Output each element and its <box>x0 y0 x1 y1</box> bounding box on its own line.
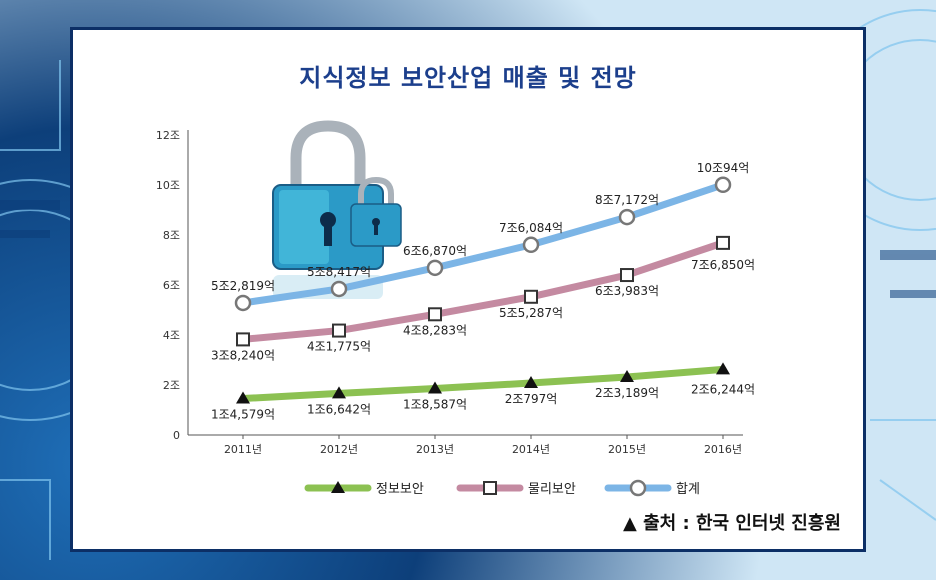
legend-item: 합계 <box>604 479 700 497</box>
y-tick-label: 12조 <box>156 129 180 142</box>
large-padlock-icon <box>272 120 384 299</box>
x-tick-label: 2013년 <box>416 443 454 456</box>
series-물리보안: 3조8,240억 4조1,775억 4조8,283억 5조5,287억 6조3,983억… <box>211 235 755 362</box>
series-합계: 5조2,819억 5조8,417억 6조6,870억 7조6,084억 8조7,172억… <box>211 161 750 312</box>
series-point-square <box>524 289 538 304</box>
x-axis-ticks: 2011년 2012년 2013년 2014년 2015년 2016년 <box>224 435 742 456</box>
data-label: 4조1,775억 <box>307 340 371 354</box>
data-label: 7조6,850억 <box>691 258 755 272</box>
y-tick-label: 4조 <box>163 329 180 342</box>
data-label: 6조6,870억 <box>403 244 467 258</box>
series-point-circle <box>426 259 444 277</box>
series-point-circle <box>234 294 252 312</box>
data-label: 3조8,240억 <box>211 348 275 362</box>
data-label: 8조7,172억 <box>595 193 659 207</box>
data-label: 2조797억 <box>505 392 558 406</box>
series-point-triangle <box>236 391 250 404</box>
data-label: 7조6,084억 <box>499 221 563 235</box>
small-padlock-icon <box>350 176 402 247</box>
series-layer: 1조4,579억 1조6,642억 1조8,587억 2조797억 2조3,189억 2조… <box>211 161 755 422</box>
series-point-circle <box>330 280 348 298</box>
series-line <box>239 239 727 343</box>
series-point-square <box>236 332 250 347</box>
series-point-triangle <box>716 362 730 375</box>
series-point-square <box>483 481 497 495</box>
series-point-triangle <box>332 386 346 399</box>
x-tick-label: 2014년 <box>512 443 550 456</box>
y-tick-label: 0 <box>173 429 180 442</box>
series-point-square <box>716 235 730 250</box>
axes <box>187 130 743 436</box>
data-label: 6조3,983억 <box>595 284 659 298</box>
y-tick-label: 6조 <box>163 279 180 292</box>
series-point-circle <box>714 176 732 194</box>
series-point-triangle <box>331 481 345 493</box>
series-정보보안: 1조4,579억 1조6,642억 1조8,587억 2조797억 2조3,189억 2조… <box>211 362 755 422</box>
data-label: 5조2,819억 <box>211 279 275 293</box>
series-point-triangle <box>620 370 634 383</box>
y-tick-label: 2조 <box>163 379 180 392</box>
legend: 정보보안 물리보안 합계 <box>304 479 700 497</box>
data-label: 2조3,189억 <box>595 386 659 400</box>
x-tick-label: 2011년 <box>224 443 262 456</box>
y-tick-label: 10조 <box>156 179 180 192</box>
legend-item: 정보보안 <box>304 481 424 497</box>
series-point-circle <box>629 479 647 497</box>
data-label: 10조94억 <box>697 161 750 175</box>
source-note: ▲ 출처 : 한국 인터넷 진흥원 <box>623 513 841 534</box>
series-point-circle <box>618 208 636 226</box>
series-line <box>239 181 727 307</box>
legend-label: 정보보안 <box>376 482 424 497</box>
legend-label: 합계 <box>676 482 700 497</box>
legend-item: 물리보안 <box>456 481 576 497</box>
y-axis-ticks: 0 2조 4조 6조 8조 10조 12조 <box>156 129 180 442</box>
series-point-circle <box>522 236 540 254</box>
series-point-triangle <box>524 376 538 389</box>
series-line <box>239 365 727 403</box>
chart-panel: 지식정보 보안산업 매출 및 전망 0 2조 4조 6조 8조 10조 12조 2011년 2… <box>70 27 866 552</box>
series-point-square <box>332 323 346 338</box>
series-point-triangle <box>428 381 442 394</box>
legend-label: 물리보안 <box>528 482 576 497</box>
line-chart: 0 2조 4조 6조 8조 10조 12조 2011년 2012년 2013년 2014년 2015… <box>156 120 755 497</box>
series-point-square <box>428 307 442 322</box>
data-label: 5조5,287억 <box>499 306 563 320</box>
y-tick-label: 8조 <box>163 229 180 242</box>
data-label: 1조8,587억 <box>403 398 467 412</box>
data-label: 4조8,283억 <box>403 323 467 337</box>
x-tick-label: 2012년 <box>320 443 358 456</box>
x-tick-label: 2015년 <box>608 443 646 456</box>
data-label: 2조6,244억 <box>691 382 755 396</box>
data-label: 5조8,417억 <box>307 265 371 279</box>
series-point-square <box>620 268 634 283</box>
data-label: 1조4,579억 <box>211 408 275 422</box>
x-tick-label: 2016년 <box>704 443 742 456</box>
chart-title: 지식정보 보안산업 매출 및 전망 <box>299 64 637 92</box>
data-label: 1조6,642억 <box>307 402 371 416</box>
